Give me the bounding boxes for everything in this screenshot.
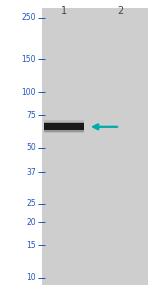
Bar [42, 8, 148, 285]
Text: 25: 25 [26, 200, 36, 209]
Text: 37: 37 [26, 168, 36, 177]
Bar [44, 122, 84, 132]
Text: 10: 10 [26, 273, 36, 282]
Bar [44, 123, 84, 130]
Text: 250: 250 [21, 13, 36, 23]
Text: 2: 2 [117, 6, 123, 16]
Text: 1: 1 [61, 6, 67, 16]
Bar [44, 120, 84, 133]
Text: 15: 15 [26, 241, 36, 250]
Text: 20: 20 [26, 217, 36, 226]
Text: 75: 75 [26, 111, 36, 120]
Text: 50: 50 [26, 144, 36, 152]
Text: 100: 100 [21, 88, 36, 96]
Text: 150: 150 [21, 55, 36, 64]
